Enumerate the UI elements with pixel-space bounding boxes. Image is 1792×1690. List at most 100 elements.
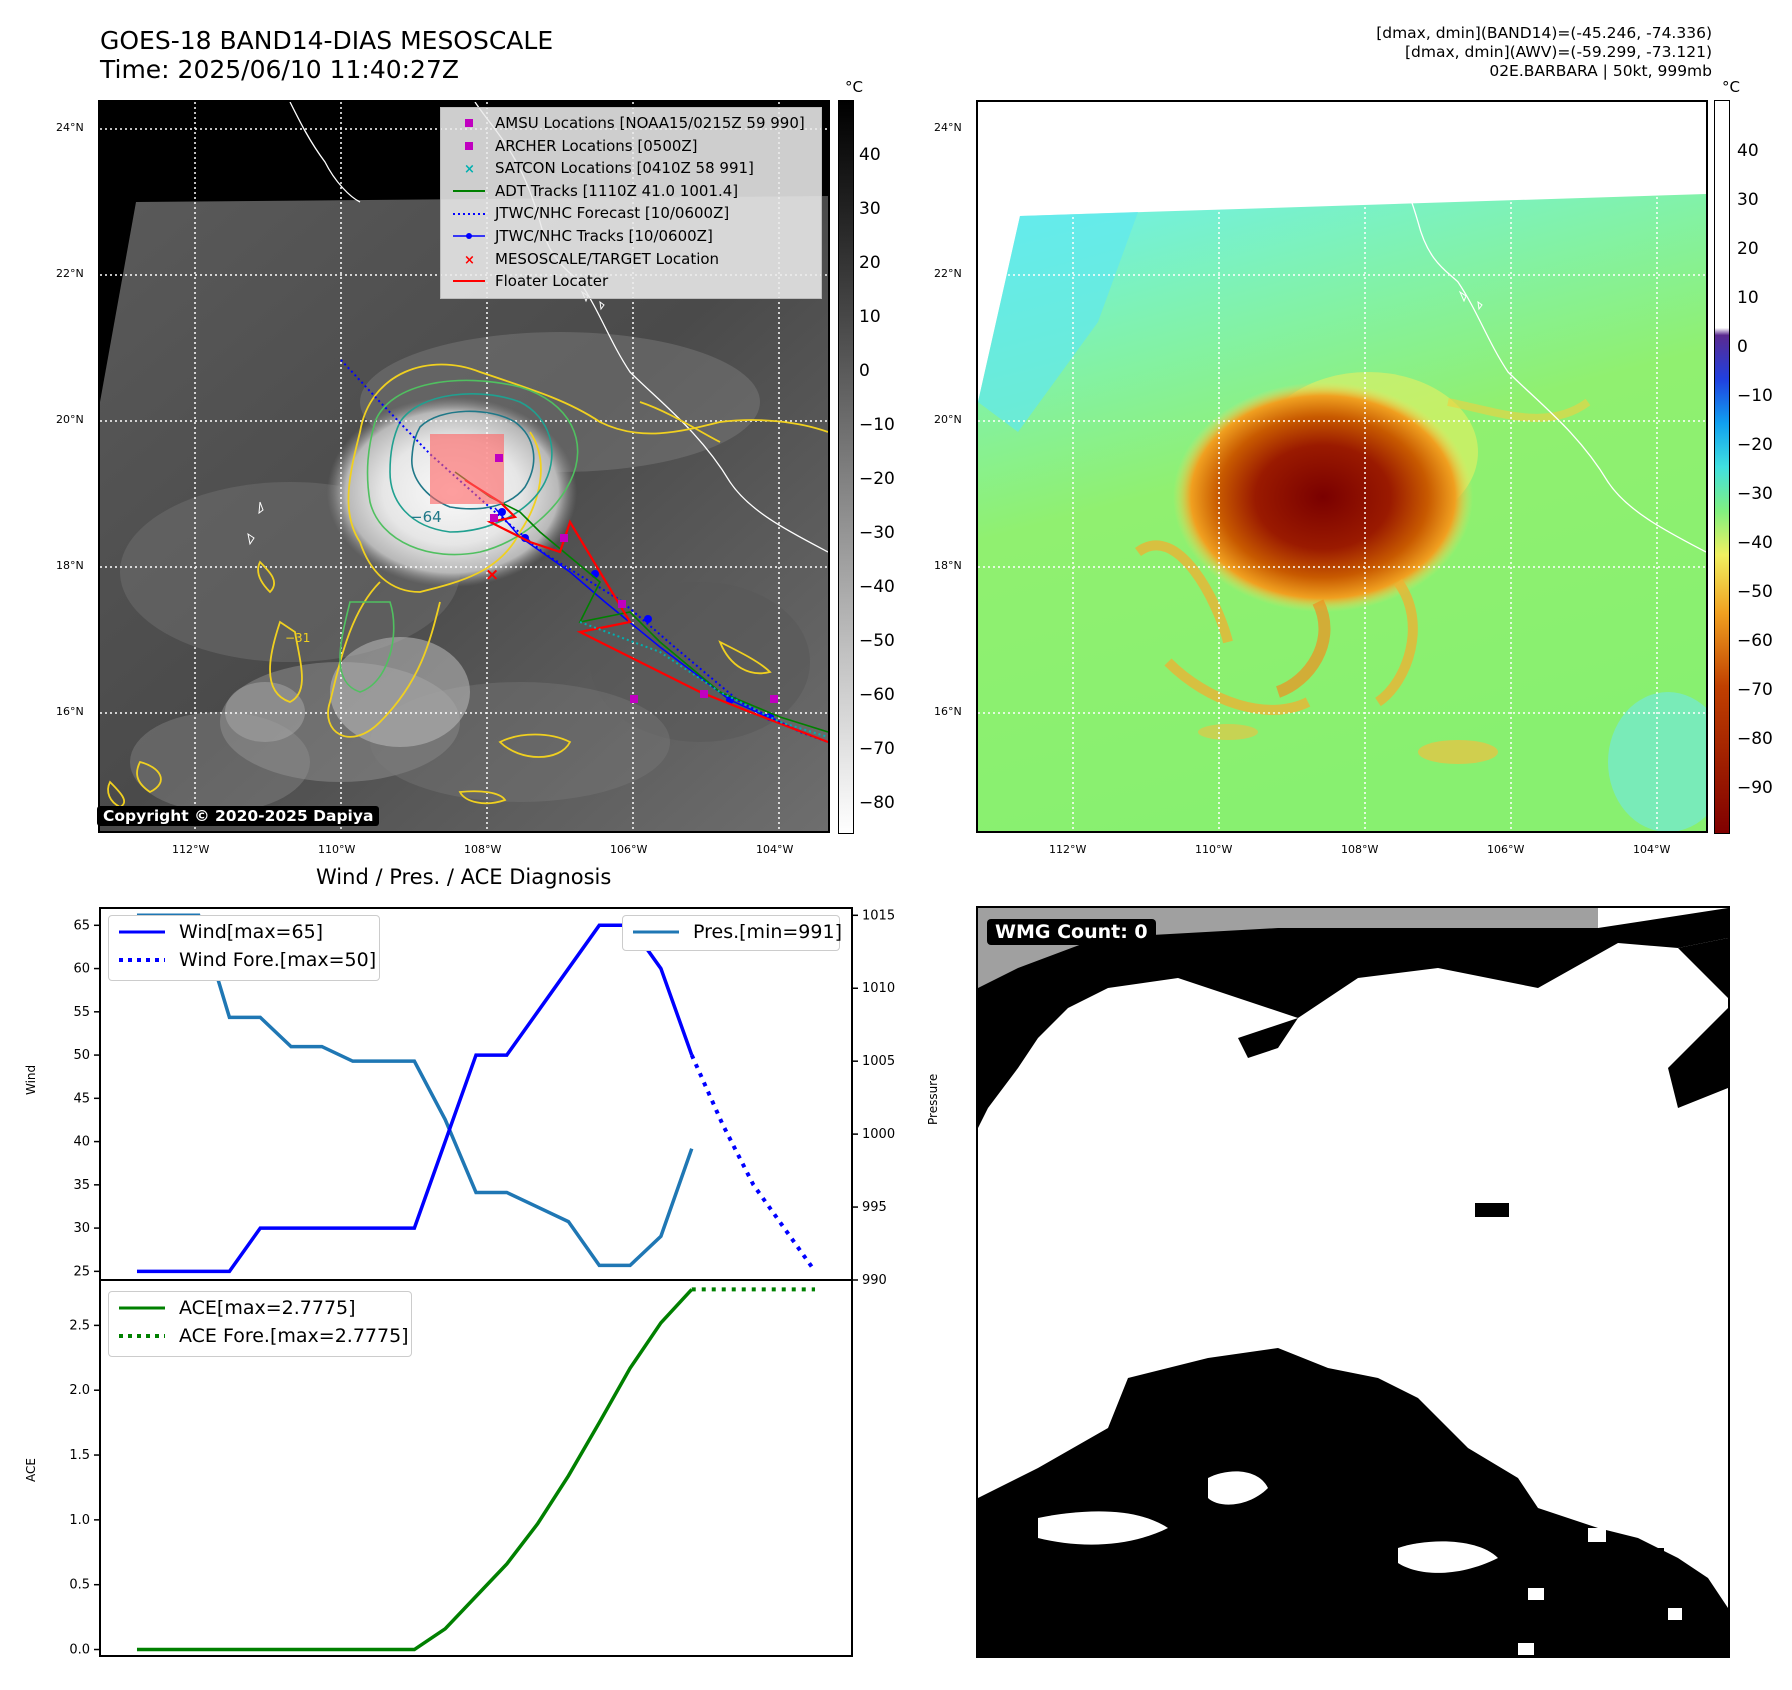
ace-tick-label: 2.0 (69, 1383, 90, 1398)
wind-tick-label: 55 (73, 1005, 90, 1020)
stats-line-3: 02E.BARBARA | 50kt, 999mb (1489, 62, 1712, 80)
svg-text:×: × (464, 253, 475, 268)
pressure-tick-label: 990 (862, 1273, 887, 1288)
lon-tick: 104°W (1633, 843, 1671, 856)
ace-legend: ACE[max=2.7775] ACE Fore.[max=2.7775] (108, 1291, 412, 1357)
lon-tick: 108°W (1341, 843, 1379, 856)
wind-tick-label: 45 (73, 1091, 90, 1106)
pressure-tick-label: 1000 (862, 1127, 895, 1142)
legend-pressure: Pres.[min=991] (631, 918, 842, 946)
lat-tick: 24°N (934, 121, 962, 134)
stats-line-2: [dmax, dmin](AWV)=(-59.299, -73.121) (1405, 43, 1712, 61)
lat-tick: 18°N (56, 559, 84, 572)
svg-text:×: × (464, 162, 475, 177)
diagnosis-title: Wind / Pres. / ACE Diagnosis (316, 865, 612, 889)
ace-tick-label: 0.5 (69, 1578, 90, 1593)
legend-ace-fore: ACE Fore.[max=2.7775] (117, 1322, 409, 1350)
lat-tick: 20°N (934, 413, 962, 426)
lon-tick: 106°W (1487, 843, 1525, 856)
figure-title: GOES-18 BAND14-DIAS MESOSCALE Time: 2025… (100, 26, 553, 84)
wind-axis-label: Wind (24, 1064, 38, 1095)
line-marker-icon (453, 190, 485, 193)
legend-wind: Wind[max=65] (117, 918, 371, 946)
pressure-axis-label: Pressure (926, 1073, 940, 1125)
wind-forecast-line (689, 1054, 817, 1273)
line-dot-icon (453, 233, 485, 240)
ace-tick-label: 1.5 (69, 1448, 90, 1463)
lon-tick: 108°W (464, 843, 502, 856)
lon-tick: 112°W (1049, 843, 1087, 856)
ir-colorbar (838, 100, 854, 834)
awv-map-panel (976, 100, 1708, 833)
pressure-series-line (136, 913, 694, 1268)
ace-series-line (136, 1288, 694, 1652)
lat-tick: 22°N (56, 267, 84, 280)
contour-label-31: −31 (285, 631, 310, 645)
legend-entry-target: × MESOSCALE/TARGET Location (451, 248, 813, 271)
x-marker-icon: × (464, 162, 475, 177)
wmg-panel (976, 906, 1730, 1658)
pressure-tick-label: 995 (862, 1200, 887, 1215)
x-marker-icon: × (464, 253, 475, 268)
wind-tick-label: 50 (73, 1048, 90, 1063)
wind-axis-ticks: 65 60 55 50 45 40 35 30 25 (73, 918, 100, 1279)
wind-tick-label: 25 (73, 1264, 90, 1279)
legend-entry-amsu: AMSU Locations [NOAA15/0215Z 59 990] (451, 112, 813, 135)
line-marker-icon (453, 280, 485, 283)
wind-series-line (136, 923, 694, 1274)
legend-wind-fore: Wind Fore.[max=50] (117, 946, 376, 974)
lon-tick: 112°W (172, 843, 210, 856)
colorbar-unit: °C (845, 78, 863, 96)
wind-legend: Wind[max=65] Wind Fore.[max=50] (108, 915, 380, 981)
legend-entry-forecast: JTWC/NHC Forecast [10/0600Z] (451, 202, 813, 225)
lat-tick: 18°N (934, 559, 962, 572)
lon-tick: 110°W (1195, 843, 1233, 856)
square-marker-icon (465, 119, 473, 128)
lon-tick: 104°W (756, 843, 794, 856)
pressure-tick-label: 1015 (862, 908, 895, 923)
awv-map (978, 102, 1706, 831)
solid-line-icon (119, 1306, 165, 1310)
legend-ace: ACE[max=2.7775] (117, 1294, 403, 1322)
ace-tick-label: 2.5 (69, 1318, 90, 1333)
contour-label-64: −64 (410, 508, 442, 526)
legend-entry-tracks: JTWC/NHC Tracks [10/0600Z] (451, 225, 813, 248)
diagnosis-chart: 65 60 55 50 45 40 35 30 25 1015 1010 1005 1000 995 99… (69, 907, 895, 1658)
solid-line-icon (633, 930, 679, 934)
wmg-mask (978, 908, 1728, 1656)
lat-tick: 24°N (56, 121, 84, 134)
ace-tick-label: 0.0 (69, 1643, 90, 1658)
pressure-tick-label: 1010 (862, 981, 895, 996)
wind-tick-label: 40 (73, 1135, 90, 1150)
ace-axis-ticks: 2.5 2.0 1.5 1.0 0.5 0.0 (69, 1318, 100, 1658)
svg-text:×: × (485, 565, 499, 585)
awv-colorbar (1714, 100, 1730, 834)
dotted-line-icon (119, 958, 165, 962)
ir-map-panel: −64 −31 × AMSU Locations [NOAA15/0215Z 5… (98, 100, 830, 833)
square-marker-icon (465, 141, 473, 150)
stats-line-1: [dmax, dmin](BAND14)=(-45.246, -74.336) (1376, 24, 1712, 42)
pressure-legend: Pres.[min=991] (622, 915, 842, 951)
legend-entry-archer: ARCHER Locations [0500Z] (451, 135, 813, 158)
legend-entry-satcon: × SATCON Locations [0410Z 58 991] (451, 157, 813, 180)
wind-tick-label: 35 (73, 1178, 90, 1193)
map-legend: AMSU Locations [NOAA15/0215Z 59 990] ARC… (440, 107, 822, 299)
wind-tick-label: 65 (73, 918, 90, 933)
lon-tick: 110°W (318, 843, 356, 856)
lat-tick: 16°N (56, 705, 84, 718)
lat-tick: 22°N (934, 267, 962, 280)
wind-tick-label: 30 (73, 1221, 90, 1236)
wind-tick-label: 60 (73, 962, 90, 977)
legend-entry-adt: ADT Tracks [1110Z 41.0 1001.4] (451, 180, 813, 203)
dotted-line-icon (119, 1334, 165, 1338)
title-line-2: Time: 2025/06/10 11:40:27Z (100, 55, 459, 84)
lat-tick: 16°N (934, 705, 962, 718)
ace-tick-label: 1.0 (69, 1513, 90, 1528)
title-line-1: GOES-18 BAND14-DIAS MESOSCALE (100, 26, 554, 55)
colorbar-unit: °C (1722, 78, 1740, 96)
stats-block: [dmax, dmin](BAND14)=(-45.246, -74.336) … (1376, 24, 1712, 81)
copyright-badge: Copyright © 2020-2025 Dapiya (97, 806, 380, 826)
ace-axis-label: ACE (24, 1458, 38, 1482)
solid-line-icon (119, 930, 165, 934)
pressure-tick-label: 1005 (862, 1054, 895, 1069)
